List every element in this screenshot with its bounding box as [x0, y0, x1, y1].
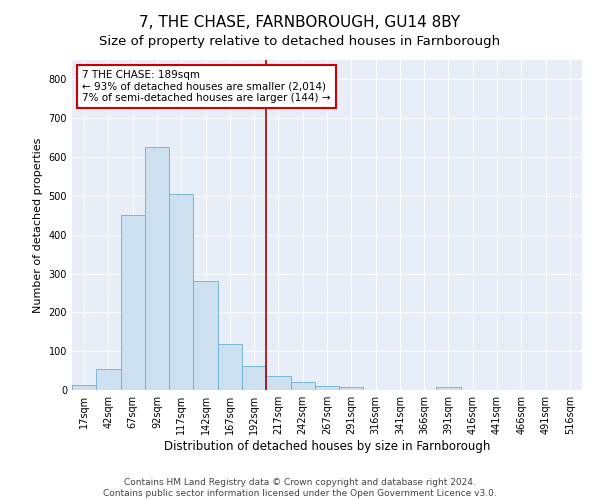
Bar: [218, 344, 242, 390]
X-axis label: Distribution of detached houses by size in Farnborough: Distribution of detached houses by size …: [164, 440, 490, 453]
Bar: [266, 376, 290, 390]
Bar: [436, 387, 461, 390]
Bar: [72, 385, 96, 390]
Bar: [96, 368, 121, 390]
Text: 7, THE CHASE, FARNBOROUGH, GU14 8BY: 7, THE CHASE, FARNBOROUGH, GU14 8BY: [139, 15, 461, 30]
Bar: [169, 194, 193, 390]
Text: Size of property relative to detached houses in Farnborough: Size of property relative to detached ho…: [100, 35, 500, 48]
Text: Contains HM Land Registry data © Crown copyright and database right 2024.
Contai: Contains HM Land Registry data © Crown c…: [103, 478, 497, 498]
Bar: [315, 386, 339, 390]
Bar: [121, 216, 145, 390]
Bar: [290, 382, 315, 390]
Text: 7 THE CHASE: 189sqm
← 93% of detached houses are smaller (2,014)
7% of semi-deta: 7 THE CHASE: 189sqm ← 93% of detached ho…: [82, 70, 331, 103]
Bar: [242, 366, 266, 390]
Bar: [145, 148, 169, 390]
Y-axis label: Number of detached properties: Number of detached properties: [33, 138, 43, 312]
Bar: [193, 282, 218, 390]
Bar: [339, 387, 364, 390]
